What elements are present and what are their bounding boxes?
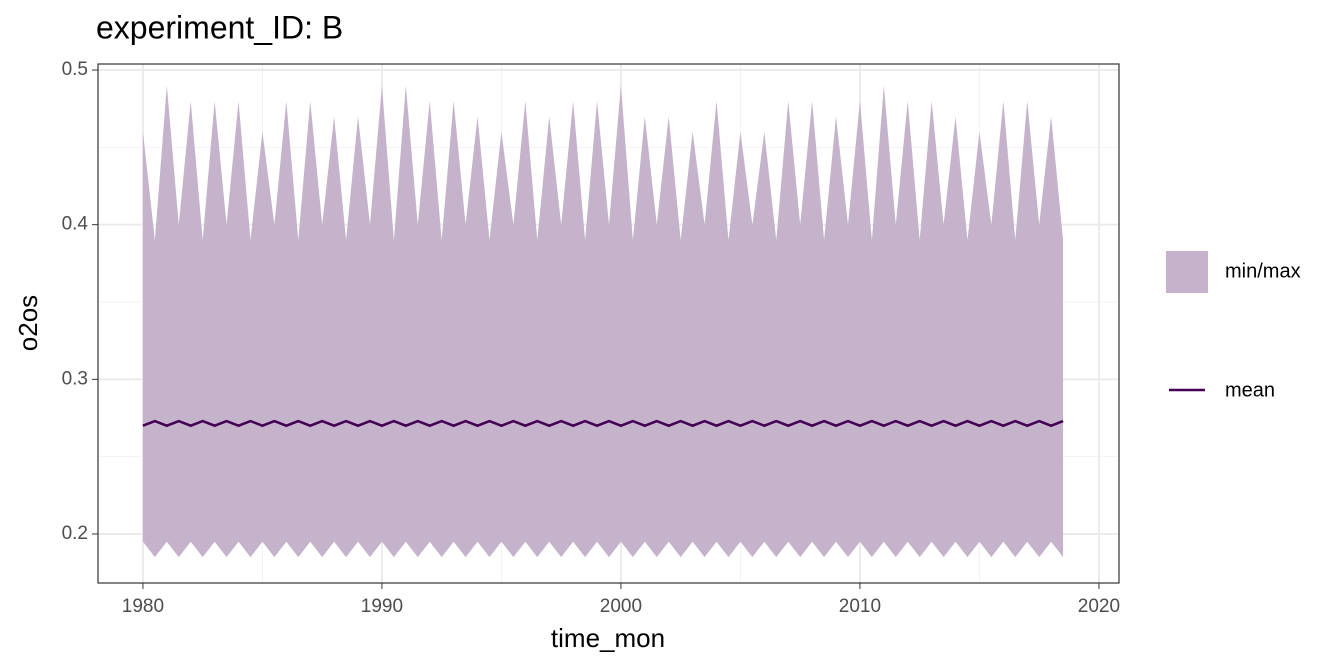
x-tick-label: 2010 (839, 596, 881, 617)
x-tick-label: 1990 (361, 596, 403, 617)
mean-line (142, 419, 1064, 428)
y-tick-label: 0.4 (62, 214, 89, 235)
legend-label: mean (1225, 379, 1275, 401)
x-axis-title: time_mon (551, 623, 665, 653)
chart-title: experiment_ID: B (96, 9, 343, 45)
y-tick-label: 0.2 (62, 523, 88, 544)
x-tick-label: 2000 (600, 596, 642, 617)
x-tick-label: 2020 (1078, 596, 1120, 617)
legend-label: min/max (1225, 260, 1301, 282)
y-tick-label: 0.3 (62, 368, 88, 389)
plot-border (97, 63, 1120, 584)
y-tick-label: 0.5 (62, 59, 88, 80)
x-tick-label: 1980 (122, 596, 164, 617)
legend-key (1166, 251, 1208, 293)
min-max-ribbon (142, 85, 1064, 558)
y-axis-title: o2os (13, 295, 43, 351)
